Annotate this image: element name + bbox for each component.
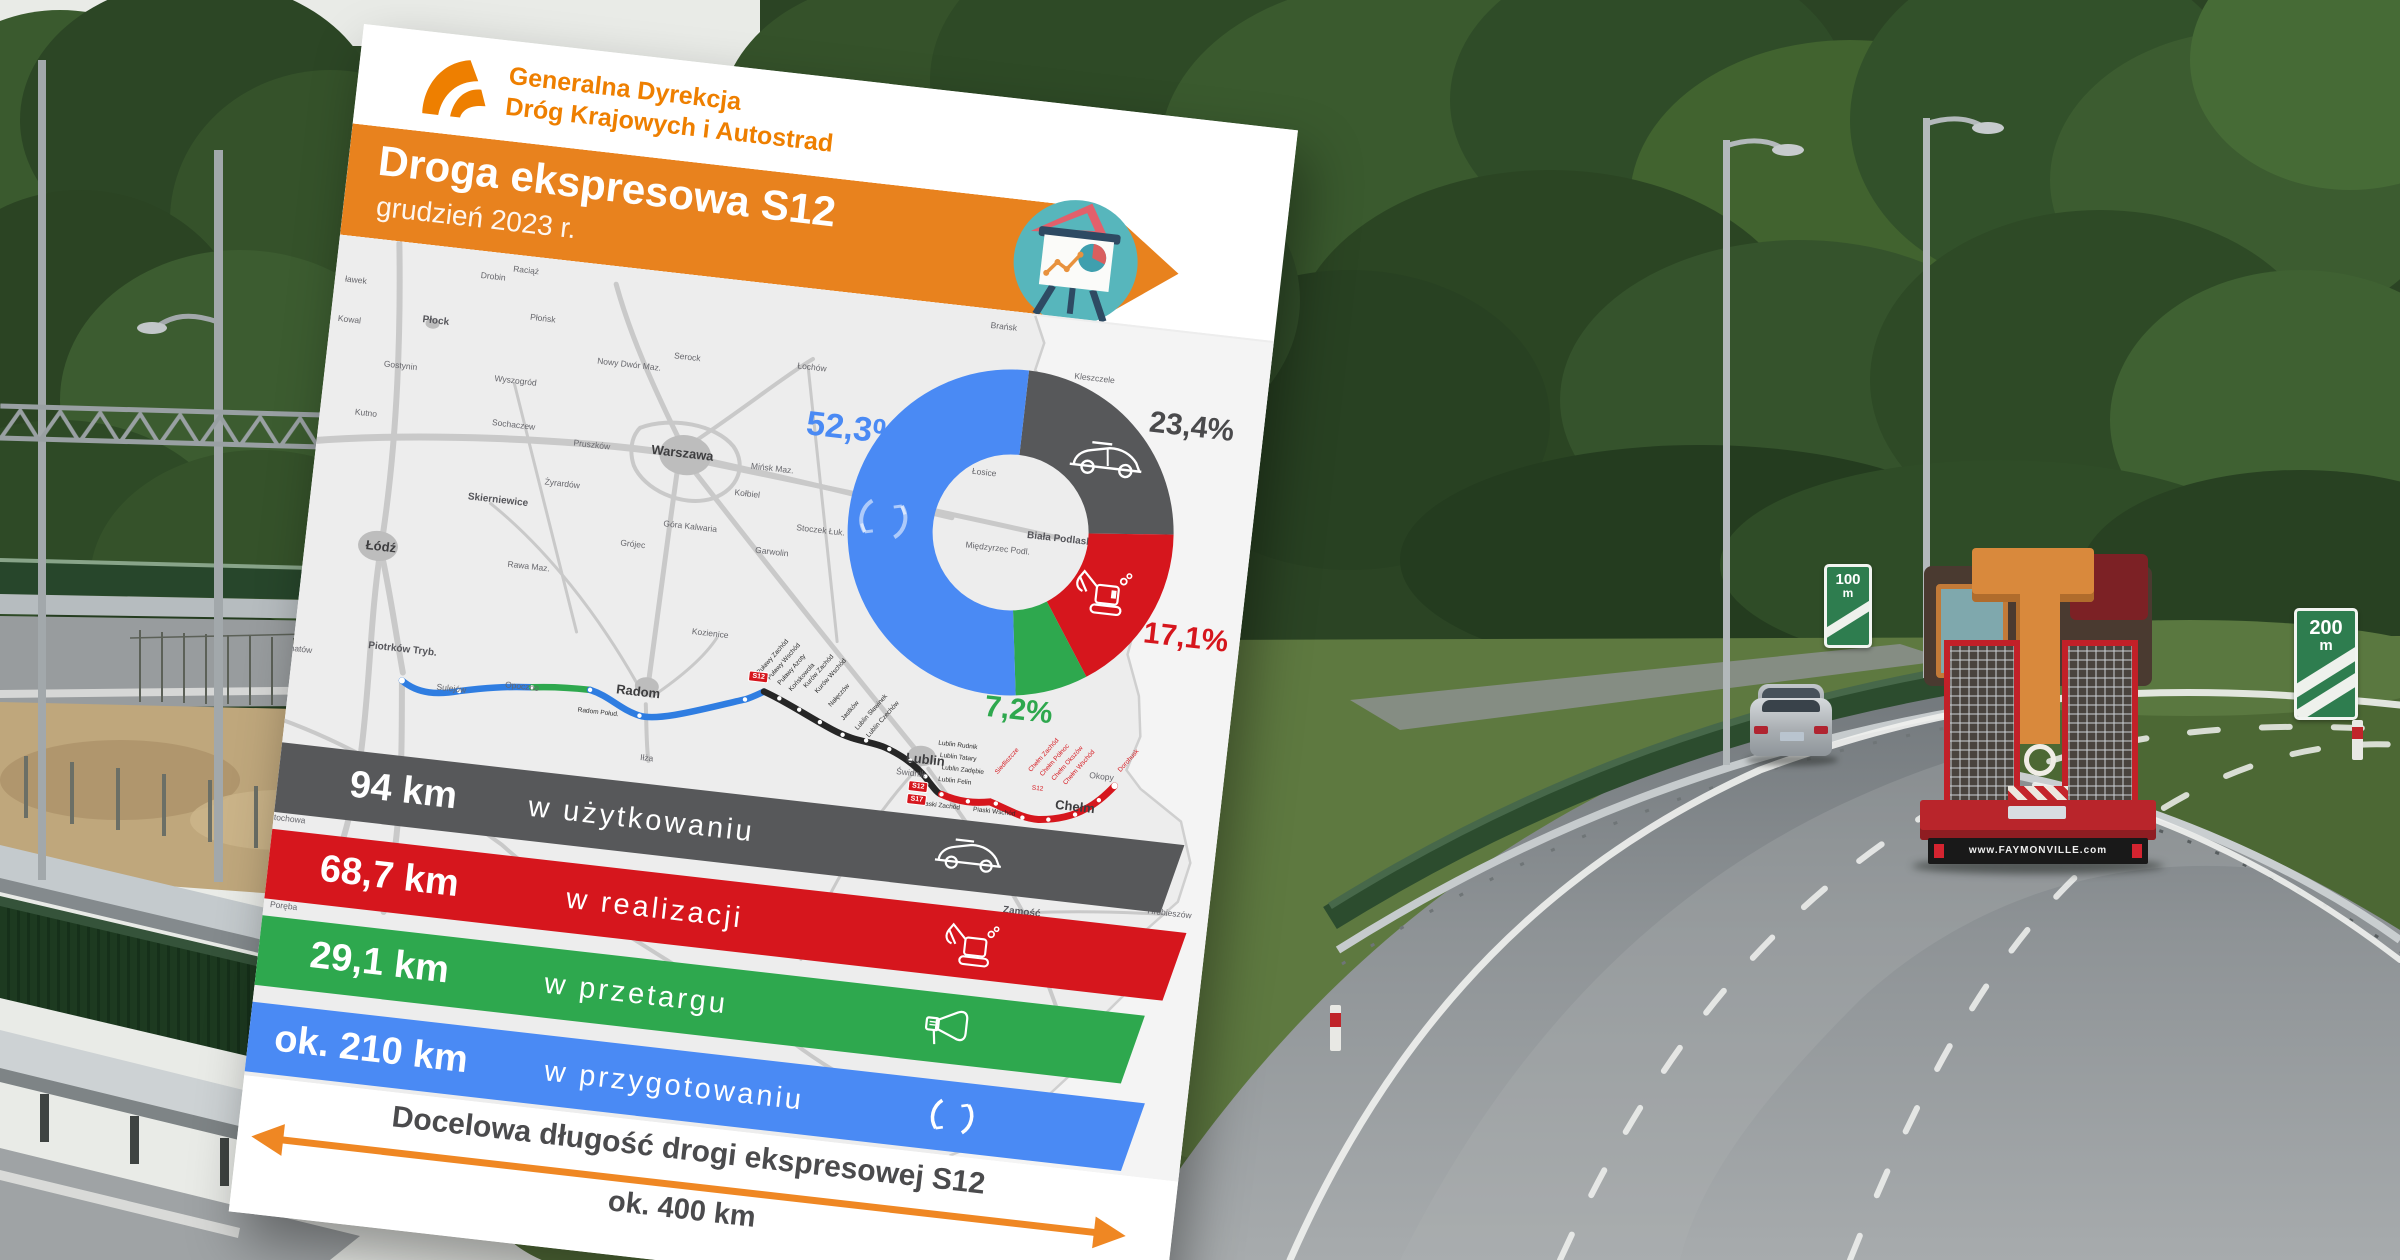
roadside-marker-post <box>1330 1005 1341 1051</box>
donut-segment-w-przetargu <box>1013 601 1087 696</box>
legend-bar-in-preparation: ok. 210 km w przygotowaniu <box>228 999 1145 1172</box>
donut-segment-w-przygotowaniu <box>847 369 1030 696</box>
sign-unit: m <box>2319 637 2333 654</box>
crane-hook <box>2024 744 2056 776</box>
legend-label: w przygotowaniu <box>542 1055 806 1117</box>
truck-brand-text: www.FAYMONVILLE.com <box>1928 838 2148 864</box>
donut-segment-w-użytkowaniu <box>1019 370 1174 535</box>
crane-truck: www.FAYMONVILLE.com <box>1912 548 2164 874</box>
legend-value: 68,7 km <box>317 847 462 906</box>
gddkia-logo-icon <box>422 60 486 118</box>
sign-distance: 100 <box>1835 571 1861 588</box>
hazard-stripes <box>2008 786 2068 800</box>
legend-label: w użytkowaniu <box>526 790 757 849</box>
legend-bar-under-construction: 68,7 km w realizacji <box>228 826 1187 1001</box>
card-header: Generalna Dyrekcja Dróg Krajowych i Auto… <box>352 24 1298 230</box>
sign-stripe <box>1827 598 1869 642</box>
car-icon <box>934 838 1001 873</box>
legend-label: w realizacji <box>564 882 745 935</box>
route-tender <box>528 683 594 694</box>
car-icon <box>1069 440 1142 479</box>
roadside-marker-post <box>2352 720 2363 760</box>
median-barrier <box>1323 644 1969 966</box>
excavator-icon <box>945 922 1000 968</box>
legend-label: w przetargu <box>542 967 730 1021</box>
route-planned <box>586 686 768 721</box>
trailer-ramp <box>1944 640 2020 820</box>
refresh-arrows-icon <box>930 1098 974 1135</box>
infographic-card: Generalna Dyrekcja Dróg Krajowych i Auto… <box>228 24 1298 1260</box>
countdown-sign-200m: 200 m <box>2294 608 2358 720</box>
city-areas <box>358 318 1031 919</box>
presentation-chart-icon <box>1013 200 1138 325</box>
excavator-icon <box>1076 569 1133 617</box>
double-arrow <box>251 1124 1126 1249</box>
car <box>1746 684 1838 766</box>
countdown-sign-100m: 100 m <box>1824 564 1872 648</box>
legend-value: ok. 210 km <box>272 1017 471 1082</box>
light-poles <box>1723 116 2004 765</box>
refresh-arrows-icon <box>859 498 908 540</box>
card-footer: Docelowa długość drogi ekspresowej S12 o… <box>228 1075 1179 1260</box>
legend-bar-tender: 29,1 km w przetargu <box>228 912 1145 1084</box>
megaphone-icon <box>924 1010 969 1045</box>
legend-value: 94 km <box>347 763 460 818</box>
sign-unit: m <box>1842 586 1854 600</box>
legend-value: 29,1 km <box>307 934 452 992</box>
route-construction <box>938 782 1119 823</box>
s12-route <box>398 677 1119 823</box>
org-name: Generalna Dyrekcja Dróg Krajowych i Auto… <box>504 61 839 160</box>
route-existing <box>760 688 945 798</box>
trailer-ramp <box>2062 640 2138 820</box>
sign-distance: 200 <box>2309 617 2343 639</box>
legend-bar-in-use: 94 km w użytkowaniu <box>236 739 1185 913</box>
